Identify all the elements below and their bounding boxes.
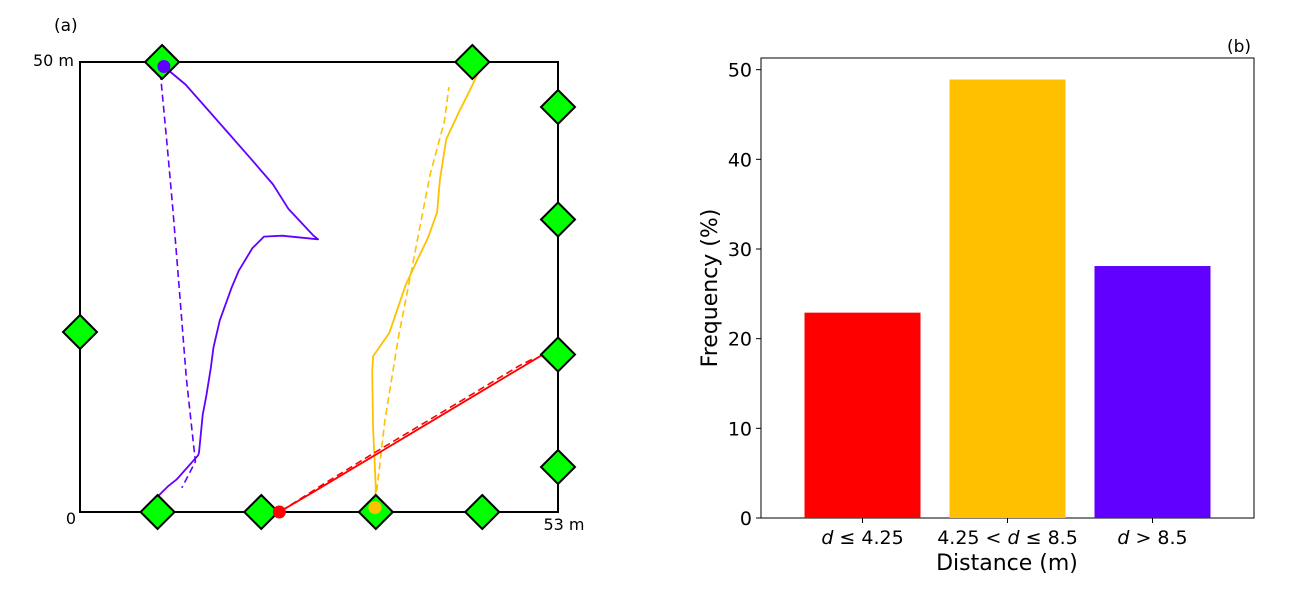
bar-0 xyxy=(804,312,921,518)
x-tick-label-2: d > 8.5 xyxy=(1117,527,1187,549)
anchor-diamond-8 xyxy=(242,493,280,531)
anchor-diamond-6 xyxy=(61,313,99,351)
trajectory-solid-1 xyxy=(371,71,480,508)
start-point-0 xyxy=(157,60,171,73)
y-top-label: 50 m xyxy=(33,51,74,70)
trajectory-dashed-2 xyxy=(280,357,535,512)
anchor-diamond-4 xyxy=(539,336,577,373)
anchor-diamond-1 xyxy=(453,43,491,81)
panel-a-label: (a) xyxy=(54,16,78,36)
trajectory-dashed-0 xyxy=(159,72,197,489)
y-tick-label-5: 50 xyxy=(728,60,752,82)
panel-a-map: (a) 50 m 0 53 m xyxy=(33,16,585,534)
y-axis-label: Frequency (%) xyxy=(698,209,723,368)
y-tick-label-2: 20 xyxy=(728,329,752,351)
anchor-diamond-7 xyxy=(139,493,176,531)
trajectory-solid-0 xyxy=(146,65,320,507)
y-tick-label-4: 40 xyxy=(728,149,752,171)
anchor-diamond-3 xyxy=(539,201,577,238)
x-tick-label-1: 4.25 < d ≤ 8.5 xyxy=(937,527,1078,549)
bar-1 xyxy=(949,79,1066,518)
panel-b-label: (b) xyxy=(1227,37,1251,57)
anchor-diamond-2 xyxy=(539,88,577,126)
x-axis-label: Distance (m) xyxy=(936,551,1078,576)
x-right-label: 53 m xyxy=(543,515,584,534)
trajectory-dashed-1 xyxy=(375,87,450,492)
start-point-1 xyxy=(368,501,382,514)
bar-2 xyxy=(1094,266,1211,518)
y-tick-label-0: 0 xyxy=(740,508,752,530)
trajectory-solid-2 xyxy=(278,345,559,513)
x-tick-label-0: d ≤ 4.25 xyxy=(821,527,903,549)
anchor-diamond-10 xyxy=(463,493,501,531)
y-tick-label-3: 30 xyxy=(728,239,752,261)
panel-b-bar-chart: 0 10 20 30 40 50 d ≤ 4.25 4.25 < d ≤ 8.5 d > 8.… xyxy=(698,37,1255,576)
origin-label: 0 xyxy=(66,509,76,528)
area-boundary xyxy=(79,61,559,513)
y-tick-label-1: 10 xyxy=(728,418,752,440)
start-point-2 xyxy=(272,505,286,519)
anchor-diamond-5 xyxy=(539,448,577,486)
